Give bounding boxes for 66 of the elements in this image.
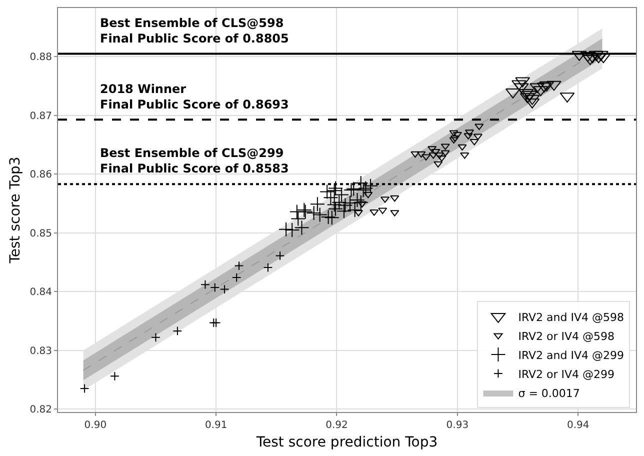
ref-line-label: 2018 Winner Final Public Score of 0.8693 xyxy=(100,82,289,112)
x-tick-label: 0.92 xyxy=(326,420,348,431)
point xyxy=(324,210,340,226)
x-tick-label: 0.90 xyxy=(84,420,107,431)
y-tick-label: 0.84 xyxy=(30,287,52,298)
point xyxy=(210,282,220,292)
x-tick-label: 0.91 xyxy=(204,420,228,431)
point xyxy=(328,201,344,216)
point xyxy=(275,251,285,260)
point xyxy=(338,198,353,213)
y-tick-label: 0.86 xyxy=(30,170,52,181)
point xyxy=(449,137,458,144)
point xyxy=(306,205,322,220)
point xyxy=(422,154,431,161)
y-tick-label: 0.88 xyxy=(30,52,52,64)
point xyxy=(474,124,484,130)
point xyxy=(232,272,242,282)
point xyxy=(234,261,244,270)
y-axis-title: Test score Top3 xyxy=(7,156,24,264)
point xyxy=(320,184,335,200)
point xyxy=(594,50,608,61)
ref-line-label: Best Ensemble of CLS@299 Final Public Score of 0.8583 xyxy=(100,146,289,176)
point xyxy=(151,332,160,342)
point xyxy=(211,318,221,328)
point xyxy=(294,220,310,236)
point xyxy=(200,280,210,290)
point xyxy=(172,326,182,336)
point xyxy=(546,80,562,91)
legend-label: IRV2 and IV4 @299 xyxy=(518,348,624,362)
point xyxy=(110,371,120,381)
point xyxy=(363,178,378,194)
point xyxy=(312,207,328,222)
point xyxy=(358,201,367,208)
point xyxy=(310,196,325,212)
point xyxy=(350,192,365,208)
point xyxy=(410,151,420,158)
y-tick-label: 0.82 xyxy=(30,404,52,416)
point xyxy=(320,210,336,225)
point xyxy=(284,222,300,238)
point xyxy=(353,194,368,210)
y-tick-label: 0.87 xyxy=(30,110,52,122)
legend-label: IRV2 and IV4 @598 xyxy=(518,310,624,324)
point xyxy=(416,151,426,158)
point xyxy=(437,155,446,162)
point xyxy=(80,384,90,394)
x-tick-label: 0.93 xyxy=(446,420,469,431)
point xyxy=(390,195,400,202)
point xyxy=(278,222,294,237)
point xyxy=(263,262,273,272)
ref-line-label: Best Ensemble of CLS@598 Final Public Score of 0.8805 xyxy=(100,16,289,46)
point xyxy=(434,161,443,168)
point xyxy=(512,80,526,90)
point xyxy=(515,77,530,88)
x-tick-label: 0.94 xyxy=(566,420,590,431)
point xyxy=(530,83,544,94)
legend-label: IRV2 or IV4 @299 xyxy=(518,368,615,381)
legend-label: σ = 0.0017 xyxy=(518,386,580,400)
point xyxy=(220,284,230,294)
legend-label: IRV2 or IV4 @598 xyxy=(518,330,615,343)
point xyxy=(364,192,373,198)
y-tick-label: 0.85 xyxy=(30,228,52,240)
point xyxy=(458,144,467,151)
point xyxy=(290,211,306,226)
point xyxy=(473,134,482,140)
x-axis-title: Test score prediction Top3 xyxy=(255,434,438,450)
y-tick-label: 0.83 xyxy=(30,346,52,357)
